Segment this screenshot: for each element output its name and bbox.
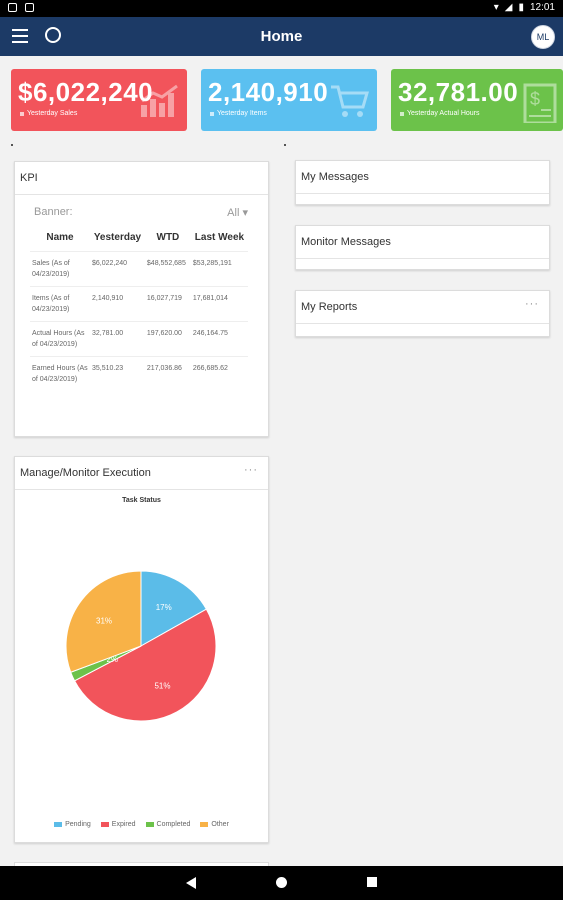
- pie-slice-pending[interactable]: [140, 570, 208, 647]
- cell-yesterday: $6,022,240: [90, 251, 145, 287]
- notification-icon: [8, 3, 17, 12]
- navigation-bar: [0, 866, 563, 900]
- legend-label: Other: [211, 821, 229, 828]
- dollar-document-icon: $: [523, 83, 557, 123]
- pie-slice-label: 31%: [96, 616, 112, 625]
- pie-slice-label: 17%: [156, 603, 172, 612]
- back-icon[interactable]: [186, 877, 196, 889]
- battery-icon: ▮: [518, 2, 524, 13]
- divider: [284, 144, 286, 146]
- my-messages-card[interactable]: My Messages: [295, 160, 550, 205]
- partial-card: [14, 862, 269, 869]
- kpi-card: KPI Banner: All ▾ Name Yesterday WTD Las…: [14, 161, 269, 437]
- home-icon[interactable]: [276, 877, 287, 888]
- execution-card: Manage/Monitor Execution ··· Task Status…: [14, 456, 269, 843]
- pie-slice-other[interactable]: [65, 570, 142, 673]
- legend-item-other[interactable]: Other: [200, 821, 229, 828]
- cell-yesterday: 2,140,910: [90, 286, 145, 322]
- column-header: WTD: [156, 232, 180, 243]
- pie-slice-label: 51%: [154, 682, 170, 691]
- legend-swatch: [100, 822, 109, 827]
- cell-wtd: 217,036.86: [144, 356, 191, 391]
- card-title: Manage/Monitor Execution: [20, 467, 151, 479]
- legend-label: Expired: [111, 821, 136, 828]
- banner-label: Banner:: [34, 206, 73, 218]
- card-title: KPI: [20, 172, 38, 184]
- legend-swatch: [145, 822, 154, 827]
- cell-wtd: 197,620.00: [144, 321, 191, 357]
- cell-yesterday: 35,510.23: [90, 356, 145, 391]
- legend-item-completed[interactable]: Completed: [145, 821, 191, 828]
- card-header: Manage/Monitor Execution ···: [15, 457, 268, 490]
- svg-text:$: $: [530, 89, 540, 109]
- stat-value: 32,781.00: [398, 77, 519, 107]
- stat-label: Yesterday Sales: [20, 110, 77, 117]
- card-header: My Messages: [296, 161, 549, 194]
- stat-label: Yesterday Items: [210, 110, 267, 117]
- stat-card-hours[interactable]: 32,781.00 Yesterday Actual Hours $: [391, 69, 563, 131]
- table-row: Items (As of 04/23/2019) 2,140,910 16,02…: [30, 286, 248, 322]
- bar-chart-icon: [141, 84, 178, 117]
- column-header: Yesterday: [93, 232, 142, 243]
- cell-last-week: $53,285,191: [190, 251, 248, 287]
- banner-select[interactable]: All ▾: [227, 207, 248, 219]
- kpi-table: Name Yesterday WTD Last Week Sales (As o…: [30, 228, 248, 391]
- wifi-icon: ▾: [493, 2, 499, 13]
- stat-value: $6,022,240: [18, 77, 154, 107]
- legend-item-pending[interactable]: Pending: [54, 821, 91, 828]
- avatar[interactable]: ML: [531, 25, 555, 49]
- my-reports-card[interactable]: My Reports ···: [295, 290, 550, 337]
- pie-slice-expired[interactable]: [73, 608, 217, 722]
- chevron-down-icon: ▾: [242, 207, 248, 219]
- shopping-cart-icon: [331, 85, 369, 117]
- menu-icon[interactable]: [12, 29, 28, 47]
- card-header: KPI: [15, 162, 268, 195]
- column-header: Last Week: [194, 232, 245, 243]
- card-title: Monitor Messages: [301, 236, 391, 248]
- chart-legend: Pending Expired Completed Other: [15, 821, 268, 828]
- smiley-icon[interactable]: [45, 27, 61, 43]
- table-row: Actual Hours (As of 04/23/2019) 32,781.0…: [30, 321, 248, 357]
- legend-swatch: [200, 822, 209, 827]
- more-options-icon[interactable]: ···: [525, 298, 539, 310]
- cell-wtd: 16,027,719: [144, 286, 191, 322]
- cell-yesterday: 32,781.00: [90, 321, 145, 357]
- chart-title: Task Status: [122, 497, 161, 504]
- status-time: 12:01: [529, 2, 555, 13]
- legend-item-expired[interactable]: Expired: [100, 821, 136, 828]
- notification-icon: [25, 3, 34, 12]
- card-title: My Reports: [301, 301, 358, 313]
- monitor-messages-card[interactable]: Monitor Messages: [295, 225, 550, 270]
- stat-card-items[interactable]: 2,140,910 Yesterday Items: [201, 69, 377, 131]
- page-title: Home: [260, 28, 303, 45]
- cell-name: Sales (As of 04/23/2019): [30, 251, 90, 287]
- stat-card-sales[interactable]: $6,022,240 Yesterday Sales: [11, 69, 187, 131]
- signal-icon: ◢: [504, 2, 513, 13]
- stat-value: 2,140,910: [208, 77, 329, 107]
- column-header: Name: [46, 232, 74, 243]
- cell-last-week: 266,685.62: [190, 356, 248, 391]
- task-status-pie-chart: 17% 51% 2% 31%: [65, 570, 217, 722]
- table-row: Earned Hours (As of 04/23/2019) 35,510.2…: [30, 356, 248, 391]
- legend-label: Pending: [65, 821, 91, 828]
- pie-slice-label: 2%: [106, 655, 118, 664]
- legend-label: Completed: [156, 821, 191, 828]
- legend-swatch: [54, 822, 63, 827]
- table-row: Sales (As of 04/23/2019) $6,022,240 $48,…: [30, 251, 248, 287]
- stat-label: Yesterday Actual Hours: [400, 110, 480, 117]
- cell-last-week: 17,681,014: [190, 286, 248, 322]
- card-header: Monitor Messages: [296, 226, 549, 259]
- cell-last-week: 246,164.75: [190, 321, 248, 357]
- recent-apps-icon[interactable]: [367, 877, 377, 887]
- cell-name: Actual Hours (As of 04/23/2019): [30, 321, 90, 357]
- cell-name: Earned Hours (As of 04/23/2019): [30, 356, 90, 391]
- divider: [11, 144, 13, 146]
- card-title: My Messages: [301, 171, 369, 183]
- cell-name: Items (As of 04/23/2019): [30, 286, 90, 322]
- more-options-icon[interactable]: ···: [244, 464, 258, 476]
- status-bar: ▾ ◢ ▮ 12:01: [0, 0, 563, 17]
- app-bar: Home ML: [0, 17, 563, 56]
- cell-wtd: $48,552,685: [144, 251, 191, 287]
- card-header: My Reports ···: [296, 291, 549, 324]
